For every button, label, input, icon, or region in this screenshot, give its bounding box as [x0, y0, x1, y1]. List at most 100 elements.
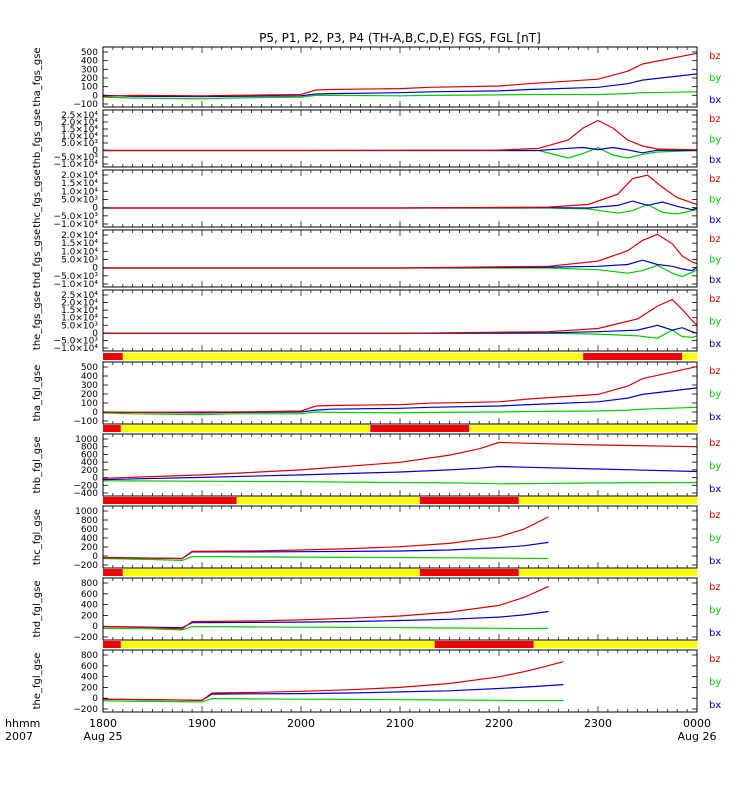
- x-tick-label: 1800: [89, 717, 117, 730]
- quality-segment-yellow: [122, 353, 584, 360]
- quality-segment-yellow: [120, 425, 371, 432]
- time-axis-label-year: 2007: [5, 730, 33, 743]
- panel-frame: [102, 229, 698, 288]
- y-tick-label: 1.0×10⁴: [61, 314, 98, 324]
- legend-by: by: [709, 533, 721, 544]
- legend-bx: bx: [709, 339, 721, 350]
- y-tick-label: 600: [81, 525, 98, 535]
- y-tick-label: 800: [81, 443, 98, 453]
- y-tick-label: 300: [81, 381, 98, 391]
- y-tick-label: 0: [92, 146, 98, 156]
- series-line-bz: [103, 174, 698, 209]
- y-tick-label: 0: [92, 204, 98, 214]
- series-line-bx: [103, 259, 698, 272]
- y-axis-label: thd_fgl_gse: [32, 581, 43, 638]
- y-tick-label: 2.0×10⁴: [61, 171, 98, 181]
- y-tick-label: 1.5×10⁴: [61, 239, 98, 249]
- legend-bz: bz: [709, 294, 721, 305]
- y-tick-label: 200: [81, 390, 98, 400]
- y-tick-label: 500: [81, 363, 98, 373]
- y-tick-label: 200: [81, 74, 98, 84]
- y-tick-label: 5.0×10³: [61, 196, 98, 206]
- y-tick-label: 400: [81, 372, 98, 382]
- quality-segment-red: [103, 353, 123, 360]
- y-tick-label: −400: [73, 489, 98, 499]
- panel-2: 2.5×10⁴2.0×10⁴1.5×10⁴1.0×10⁴5.0×10³0−5.0…: [32, 109, 721, 170]
- y-tick-label: −5.0×10³: [54, 272, 99, 282]
- time-axis-date-last: Aug 26: [678, 730, 717, 743]
- quality-segment-yellow: [236, 497, 420, 504]
- y-tick-label: 5.0×10³: [61, 256, 98, 266]
- quality-segment-yellow: [469, 425, 697, 432]
- time-axis: hhmm 2007 Aug 25 Aug 26 1800 1900 2000 2100…: [5, 717, 716, 743]
- series-line-bz: [102, 366, 698, 414]
- plot-title: P5, P1, P2, P3, P4 (TH-A,B,C,D,E) FGS, F…: [259, 31, 541, 45]
- y-tick-label: 0: [92, 694, 98, 704]
- y-tick-label: 1.5×10⁴: [61, 306, 98, 316]
- y-tick-label: −200: [73, 561, 98, 571]
- y-tick-label: 600: [81, 450, 98, 460]
- panel-frame: [102, 433, 698, 497]
- quality-segment-red: [103, 641, 121, 648]
- legend-bx: bx: [709, 155, 721, 166]
- legend-bz: bz: [709, 51, 721, 62]
- series-line-bz: [103, 233, 698, 269]
- y-axis-label: the_fgl_gse: [32, 653, 43, 710]
- y-axis-label: tha_fgs_gse: [32, 47, 43, 106]
- y-tick-label: 1000: [75, 435, 98, 445]
- series-line-bz: [102, 441, 698, 479]
- quality-segment-yellow: [533, 641, 697, 648]
- legend-by: by: [709, 389, 721, 400]
- y-tick-label: 400: [81, 458, 98, 468]
- quality-segment-yellow: [518, 497, 697, 504]
- y-tick-label: 0: [92, 474, 98, 484]
- y-tick-label: 0: [92, 264, 98, 274]
- y-tick-label: 400: [81, 673, 98, 683]
- y-tick-label: 400: [81, 534, 98, 544]
- legend-by: by: [709, 73, 721, 84]
- quality-segment-red: [103, 497, 237, 504]
- y-tick-label: 2.0×10⁴: [61, 299, 98, 309]
- series-line-bx: [102, 73, 698, 98]
- y-tick-label: 800: [81, 651, 98, 661]
- legend-by: by: [709, 605, 721, 616]
- y-tick-label: 5.0×10³: [61, 139, 98, 149]
- legend-bx: bx: [709, 412, 721, 423]
- quality-bar-1: [103, 353, 697, 360]
- y-tick-label: 0: [92, 91, 98, 101]
- y-tick-label: 500: [81, 48, 98, 58]
- legend-bx: bx: [709, 95, 721, 106]
- series-line-bz: [103, 119, 698, 152]
- y-axis-label: tha_fgl_gse: [32, 365, 43, 422]
- quality-bar-2: [103, 425, 697, 432]
- quality-bar-3: [103, 497, 697, 504]
- y-tick-label: −100: [73, 417, 98, 427]
- y-tick-label: 200: [81, 543, 98, 553]
- y-tick-label: −1.0×10⁴: [54, 344, 99, 354]
- legend-bz: bz: [709, 510, 721, 521]
- y-tick-label: 600: [81, 590, 98, 600]
- y-tick-label: 100: [81, 83, 98, 93]
- series-line-bz: [103, 298, 698, 334]
- x-tick-label: 2000: [287, 717, 315, 730]
- y-tick-label: 400: [81, 601, 98, 611]
- quality-segment-yellow: [518, 569, 697, 576]
- series-line-by: [103, 146, 698, 159]
- legend-bz: bz: [709, 438, 721, 449]
- legend-bz: bz: [709, 234, 721, 245]
- y-tick-label: 1.5×10⁴: [61, 179, 98, 189]
- y-axis-label: thd_fgs_gse: [32, 229, 43, 288]
- y-tick-label: 400: [81, 57, 98, 67]
- legend-bz: bz: [709, 366, 721, 377]
- y-tick-label: 200: [81, 683, 98, 693]
- y-tick-label: 800: [81, 579, 98, 589]
- y-tick-label: −200: [73, 633, 98, 643]
- legend-by: by: [709, 317, 721, 328]
- panel-4: 2.0×10⁴1.5×10⁴1.0×10⁴5.0×10³0−5.0×10³−1.…: [32, 229, 721, 290]
